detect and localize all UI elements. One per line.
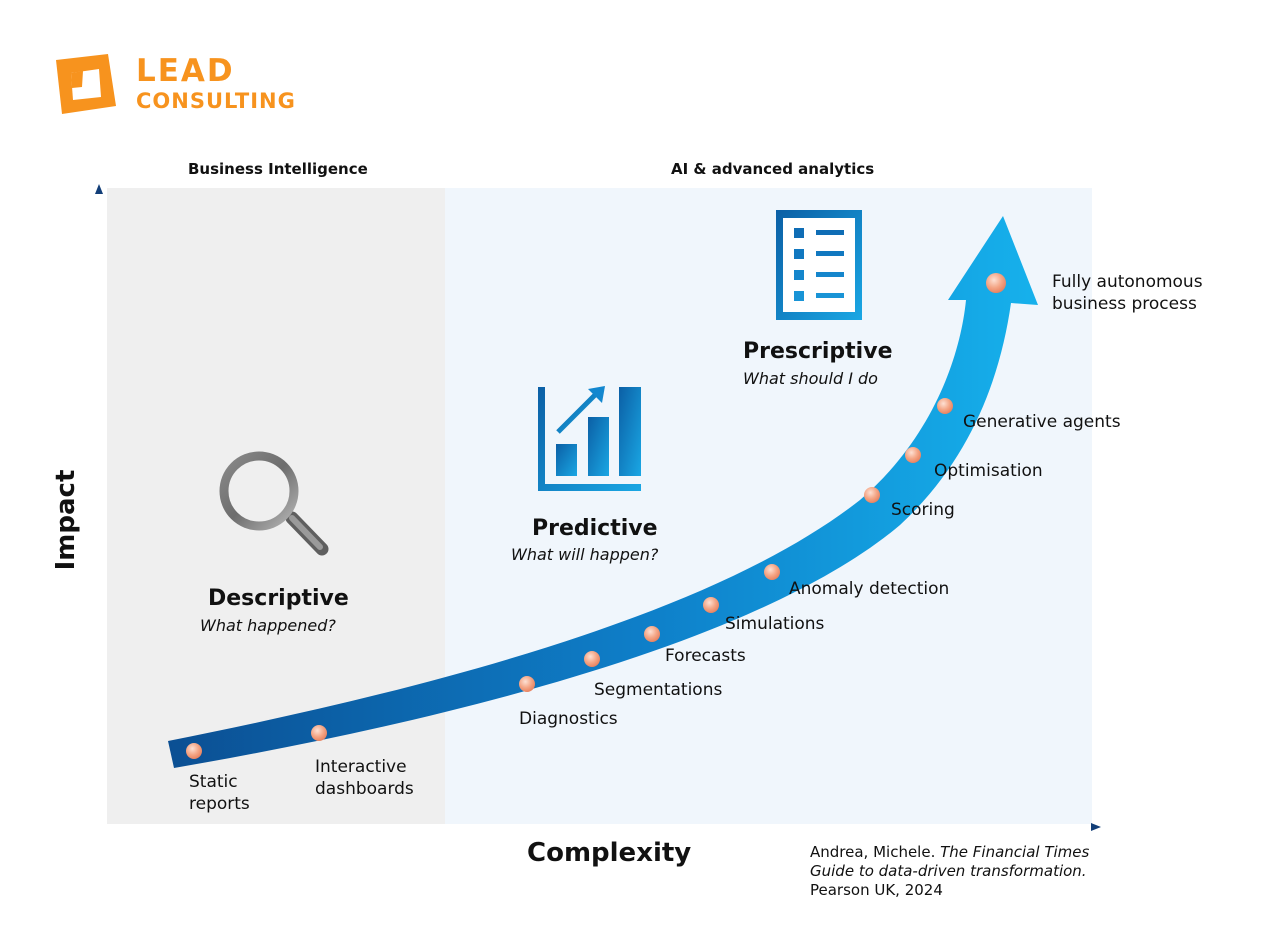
predictive-subtitle: What will happen? — [511, 545, 659, 564]
ai-analytics-title: AI & advanced analytics — [671, 160, 875, 178]
citation-line-2: Guide to data-driven transformation. — [810, 862, 1089, 881]
dot-scoring — [864, 487, 880, 503]
dot-optimisation — [905, 447, 921, 463]
brand-line-2: CONSULTING — [136, 89, 296, 113]
y-axis — [95, 184, 103, 827]
business-intelligence-title: Business Intelligence — [188, 160, 368, 178]
step-interactive-dashboards: Interactive dashboards — [315, 756, 414, 800]
predictive-title: Predictive — [532, 516, 658, 541]
growth-arrow — [168, 216, 1038, 768]
citation-author: Andrea, Michele. — [810, 843, 941, 861]
dot-interactive-dashboards — [311, 725, 327, 741]
prescriptive-title: Prescriptive — [743, 339, 893, 364]
step-autonomous: Fully autonomous business process — [1052, 271, 1203, 315]
step-segmentations: Segmentations — [594, 680, 723, 700]
step-forecasts: Forecasts — [665, 646, 746, 666]
step-optimisation: Optimisation — [934, 461, 1043, 481]
dot-simulations — [703, 597, 719, 613]
dot-autonomous — [986, 273, 1006, 293]
y-axis-label: Impact — [51, 469, 81, 571]
step-static-reports-line-2: reports — [189, 794, 250, 814]
step-anomaly-detection: Anomaly detection — [789, 579, 950, 599]
step-diagnostics: Diagnostics — [519, 709, 618, 729]
step-autonomous-line-2: business process — [1052, 294, 1197, 314]
dot-forecasts — [644, 626, 660, 642]
step-generative-agents: Generative agents — [963, 412, 1121, 432]
descriptive-subtitle: What happened? — [200, 616, 336, 635]
descriptive-title: Descriptive — [208, 586, 349, 611]
citation: Andrea, Michele. The Financial Times Gui… — [810, 843, 1089, 900]
bar-chart-icon — [538, 386, 641, 491]
brand-name: LEAD CONSULTING — [136, 56, 296, 112]
citation-title-2: Guide to data-driven transformation. — [810, 862, 1087, 880]
citation-line-1: Andrea, Michele. The Financial Times — [810, 843, 1089, 862]
dot-static-reports — [186, 743, 202, 759]
checklist-icon — [776, 210, 862, 320]
citation-publisher: Pearson UK, 2024 — [810, 881, 943, 899]
prescriptive-subtitle: What should I do — [743, 369, 878, 388]
x-axis — [99, 823, 1101, 831]
brand-line-1: LEAD — [136, 53, 235, 89]
step-static-reports: Static reports — [189, 771, 250, 815]
magnifier-icon — [219, 451, 329, 556]
dot-generative-agents — [937, 398, 953, 414]
step-interactive-dashboards-line-1: Interactive — [315, 757, 407, 777]
step-autonomous-line-1: Fully autonomous — [1052, 272, 1203, 292]
step-simulations: Simulations — [725, 614, 825, 634]
descriptive-label: Descriptive — [208, 586, 349, 611]
step-scoring: Scoring — [891, 500, 955, 520]
dot-anomaly-detection — [764, 564, 780, 580]
x-axis-label: Complexity — [527, 838, 692, 868]
step-interactive-dashboards-line-2: dashboards — [315, 779, 414, 799]
dot-diagnostics — [519, 676, 535, 692]
lead-consulting-logo-icon — [56, 54, 116, 114]
step-static-reports-line-1: Static — [189, 772, 238, 792]
dot-segmentations — [584, 651, 600, 667]
citation-title-1: The Financial Times — [940, 843, 1090, 861]
